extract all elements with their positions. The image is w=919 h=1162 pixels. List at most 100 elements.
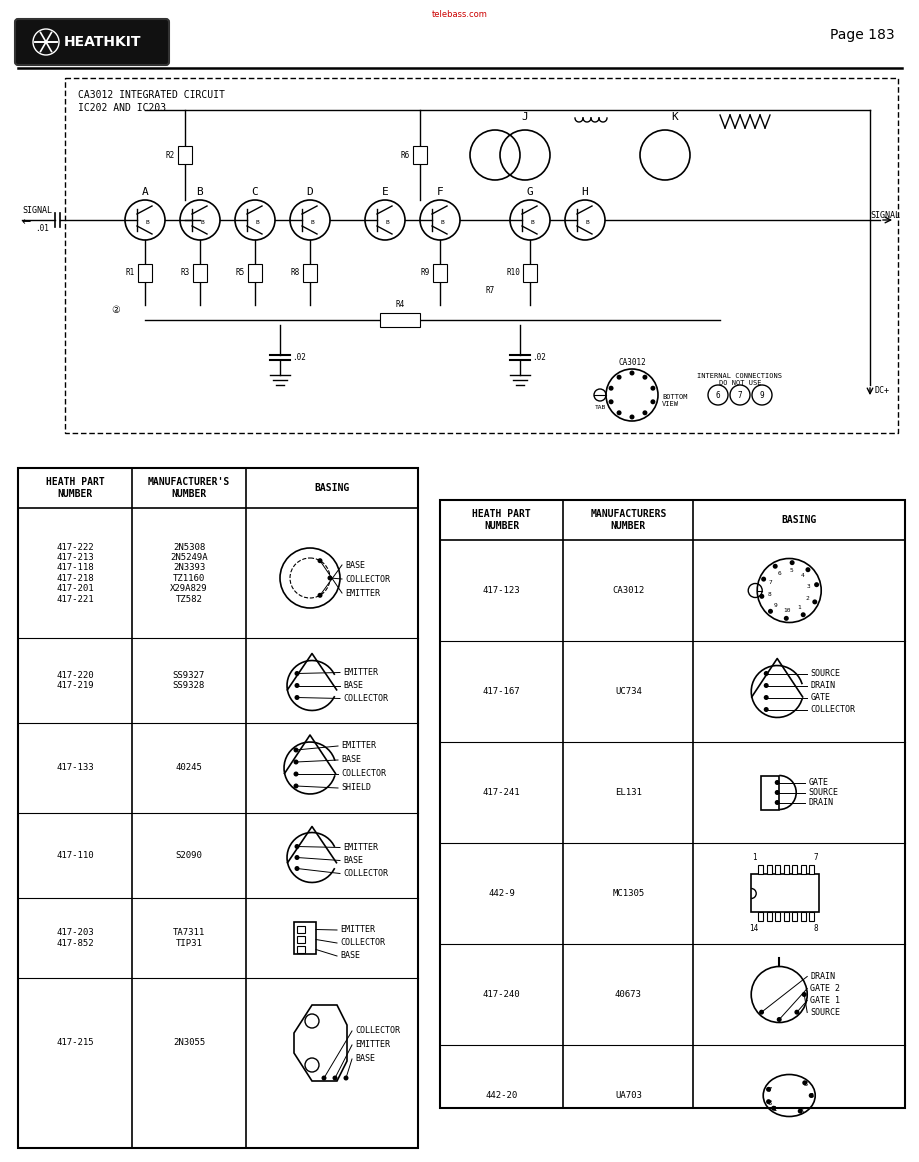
Circle shape xyxy=(293,772,298,776)
Text: 1: 1 xyxy=(751,854,755,862)
Text: 8: 8 xyxy=(767,593,771,597)
Circle shape xyxy=(293,747,298,753)
Circle shape xyxy=(774,790,779,795)
Text: EMITTER: EMITTER xyxy=(343,842,378,852)
Text: telebass.com: telebass.com xyxy=(432,10,487,19)
Circle shape xyxy=(801,1081,806,1085)
Text: B: B xyxy=(310,220,313,224)
Circle shape xyxy=(760,576,766,582)
Bar xyxy=(302,264,317,281)
Text: 7: 7 xyxy=(766,1088,771,1093)
Text: 2N3055: 2N3055 xyxy=(173,1039,205,1047)
Text: B: B xyxy=(385,220,389,224)
Text: R4: R4 xyxy=(395,300,404,309)
Circle shape xyxy=(321,1076,326,1081)
Bar xyxy=(413,146,426,164)
Text: BASE: BASE xyxy=(343,681,363,690)
Text: B: B xyxy=(529,220,533,224)
Text: R3: R3 xyxy=(180,268,190,277)
Text: COLLECTOR: COLLECTOR xyxy=(340,939,384,947)
Text: BASING: BASING xyxy=(314,483,349,493)
Text: COLLECTOR: COLLECTOR xyxy=(345,574,390,583)
Text: 9: 9 xyxy=(759,390,764,400)
Text: www.l: www.l xyxy=(503,713,826,806)
Text: 2: 2 xyxy=(805,596,809,601)
Circle shape xyxy=(343,1076,348,1081)
Text: EMITTER: EMITTER xyxy=(341,741,376,751)
Text: CA3012: CA3012 xyxy=(611,586,643,595)
Circle shape xyxy=(776,1017,781,1023)
Text: COLLECTOR: COLLECTOR xyxy=(343,694,388,703)
Text: 10: 10 xyxy=(782,608,790,612)
Text: 3: 3 xyxy=(803,1081,807,1086)
Circle shape xyxy=(770,1106,776,1111)
Bar xyxy=(522,264,537,281)
Text: R2: R2 xyxy=(165,151,175,159)
Text: 6: 6 xyxy=(777,571,780,575)
Circle shape xyxy=(294,844,300,849)
Circle shape xyxy=(294,683,300,688)
Text: 7: 7 xyxy=(813,854,818,862)
Bar xyxy=(65,78,897,433)
Bar xyxy=(751,875,818,912)
Text: 417-220
417-219: 417-220 417-219 xyxy=(56,670,94,690)
Text: R1: R1 xyxy=(126,268,135,277)
Bar xyxy=(766,912,771,921)
Text: H: H xyxy=(581,187,588,198)
Circle shape xyxy=(317,593,323,597)
Text: MC1305: MC1305 xyxy=(611,889,643,898)
Text: 6: 6 xyxy=(715,390,720,400)
Circle shape xyxy=(607,386,613,390)
Text: BASING: BASING xyxy=(781,515,816,525)
Text: C: C xyxy=(252,187,258,198)
Text: 442-9: 442-9 xyxy=(488,889,515,898)
Text: 14: 14 xyxy=(749,925,758,933)
Bar xyxy=(760,775,778,810)
Circle shape xyxy=(774,780,779,786)
Text: 2N5308
2N5249A
2N3393
TZ1160
X29A829
TZ582: 2N5308 2N5249A 2N3393 TZ1160 X29A829 TZ5… xyxy=(170,543,208,603)
Text: R7: R7 xyxy=(485,286,494,294)
Text: SOURCE: SOURCE xyxy=(807,788,837,797)
Bar xyxy=(380,313,420,327)
Bar xyxy=(783,866,788,875)
Text: GATE 2: GATE 2 xyxy=(810,984,839,994)
Text: R9: R9 xyxy=(420,268,429,277)
Circle shape xyxy=(294,670,300,676)
Circle shape xyxy=(772,564,777,568)
Bar xyxy=(774,866,779,875)
Text: CA3012: CA3012 xyxy=(618,358,645,367)
Text: R10: R10 xyxy=(505,268,519,277)
Text: R8: R8 xyxy=(290,268,300,277)
Text: 40245: 40245 xyxy=(176,763,202,773)
Circle shape xyxy=(294,855,300,860)
Bar xyxy=(18,468,417,1148)
Text: BASE: BASE xyxy=(343,856,363,865)
Bar xyxy=(433,264,447,281)
Text: F: F xyxy=(437,187,443,198)
Circle shape xyxy=(758,1010,763,1014)
Text: DRAIN: DRAIN xyxy=(810,681,834,690)
Text: COLLECTOR: COLLECTOR xyxy=(341,769,386,779)
Text: 7: 7 xyxy=(737,390,742,400)
Text: 417-133: 417-133 xyxy=(56,763,94,773)
Text: 40673: 40673 xyxy=(614,990,641,999)
Bar xyxy=(808,866,813,875)
Bar xyxy=(774,912,779,921)
Text: B: B xyxy=(255,220,258,224)
Text: GATE 1: GATE 1 xyxy=(810,996,839,1005)
Text: 442-20: 442-20 xyxy=(485,1091,517,1100)
Text: B: B xyxy=(584,220,588,224)
Text: HEATH PART
NUMBER: HEATH PART NUMBER xyxy=(471,509,530,531)
Text: S2090: S2090 xyxy=(176,851,202,860)
Text: EMITTER: EMITTER xyxy=(343,668,378,677)
Circle shape xyxy=(332,1076,337,1081)
Text: SS9327
SS9328: SS9327 SS9328 xyxy=(173,670,205,690)
Text: EMITTER: EMITTER xyxy=(355,1040,390,1049)
Circle shape xyxy=(793,1010,799,1014)
Bar xyxy=(791,866,796,875)
Text: A: A xyxy=(142,187,148,198)
Text: 417-241: 417-241 xyxy=(482,788,520,797)
Text: 1: 1 xyxy=(772,1106,776,1112)
Text: B: B xyxy=(439,220,443,224)
Text: 7: 7 xyxy=(768,580,772,584)
